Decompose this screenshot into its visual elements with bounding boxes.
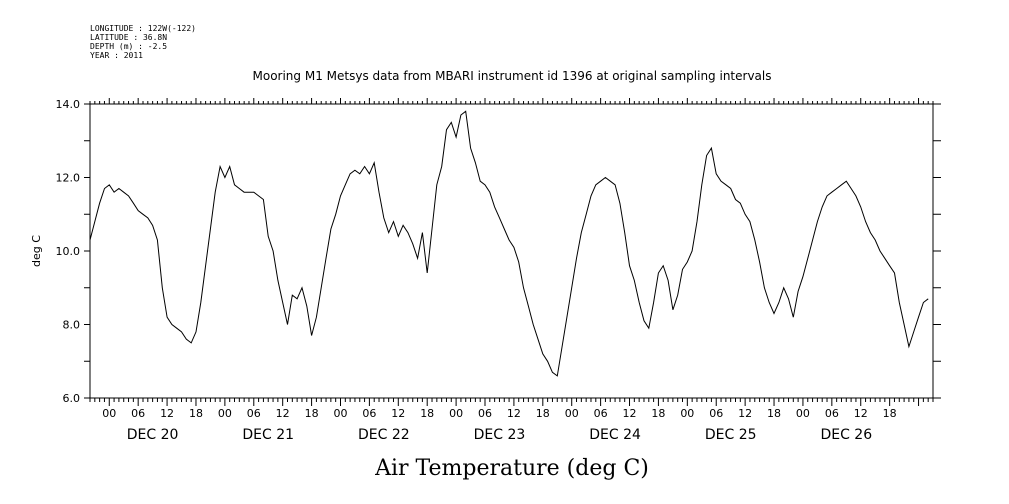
day-label: DEC 25 [705,427,757,443]
x-tick-label: 00 [102,407,116,420]
day-label: DEC 22 [358,427,410,443]
x-tick-label: 06 [825,407,839,420]
x-tick-label: 12 [623,407,637,420]
x-tick-label: 12 [391,407,405,420]
x-axis-label: Air Temperature (deg C) [374,456,649,481]
x-tick-label: 00 [680,407,694,420]
x-tick-label: 18 [305,407,319,420]
x-tick-label: 06 [247,407,261,420]
y-tick-label: 12.0 [56,172,81,185]
x-tick-label: 12 [276,407,290,420]
x-tick-label: 06 [709,407,723,420]
x-tick-label: 00 [449,407,463,420]
year-text: YEAR : 2011 [90,51,143,60]
y-tick-label: 14.0 [56,98,81,111]
x-tick-label: 18 [651,407,665,420]
plot-frame [89,103,934,399]
day-label: DEC 20 [127,427,179,443]
series-layer [89,110,929,377]
x-tick-label: 00 [565,407,579,420]
x-axis: 00 06 12 18 00 06 12 18 00 06 12 18 00 06 12 18 00 06 12 18… [89,98,934,443]
x-tick-label: 00 [796,407,810,420]
x-tick-label: 18 [420,407,434,420]
x-tick-label: 12 [738,407,752,420]
x-tick-label: 18 [189,407,203,420]
x-tick-label: 18 [767,407,781,420]
y-tick-label: 8.0 [63,319,81,332]
y-axis: 6.0 8.0 10.0 12.0 14.0 [56,98,941,405]
y-tick-label: 10.0 [56,245,81,258]
x-tick-label: 18 [536,407,550,420]
depth-text: DEPTH (m) : -2.5 [90,42,167,51]
x-tick-label: 12 [507,407,521,420]
y-axis-label: deg C [30,235,43,267]
x-tick-label: 06 [594,407,608,420]
x-tick-label: 06 [131,407,145,420]
x-tick-label: 12 [160,407,174,420]
x-tick-label: 00 [218,407,232,420]
x-tick-label: 06 [362,407,376,420]
day-label: DEC 24 [589,427,641,443]
latitude-text: LATITUDE : 36.8N [90,33,167,42]
day-label: DEC 23 [474,427,526,443]
series-line [89,110,929,377]
chart-title: Mooring M1 Metsys data from MBARI instru… [253,69,772,83]
y-tick-label: 6.0 [63,392,81,405]
x-tick-label: 06 [478,407,492,420]
x-tick-label: 12 [854,407,868,420]
x-tick-label: 18 [883,407,897,420]
day-label: DEC 21 [242,427,294,443]
day-label: DEC 26 [820,427,872,443]
longitude-text: LONGITUDE : 122W(-122) [90,24,196,33]
x-tick-label: 00 [333,407,347,420]
